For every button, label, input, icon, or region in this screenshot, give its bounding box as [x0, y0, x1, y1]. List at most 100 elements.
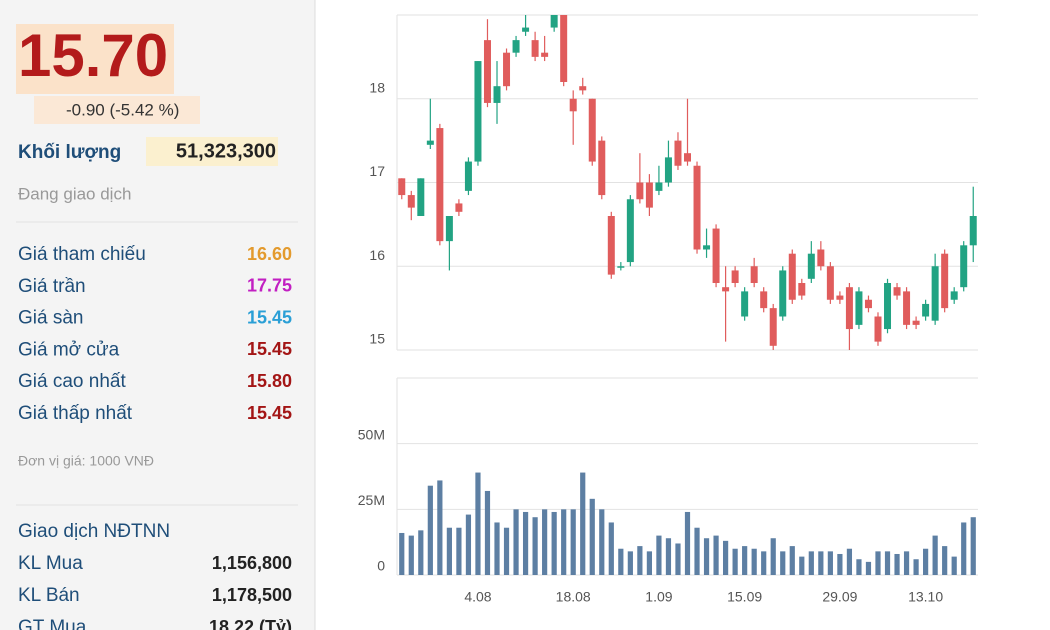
volume-bar [646, 551, 653, 575]
volume-bar [408, 535, 414, 575]
candle-body [579, 86, 587, 91]
volume-bar [703, 538, 710, 575]
candle-body [788, 253, 796, 300]
candle-body [969, 216, 977, 246]
candle-body [550, 15, 558, 28]
volume-bar [942, 546, 948, 575]
volume-bar [742, 546, 748, 575]
volume-bar [570, 509, 576, 575]
candle-body [703, 245, 711, 250]
unit-note: Đơn vị giá: 1000 VNĐ [18, 453, 154, 469]
candle-body [398, 178, 406, 196]
candle-body [826, 266, 834, 300]
volume-bar [751, 548, 757, 575]
volume-bar [961, 522, 967, 575]
y-tick-label: 17 [369, 163, 385, 179]
volume-bar [599, 509, 605, 575]
volume-bar [799, 556, 805, 575]
candle-body [531, 40, 539, 57]
volume-bar [475, 472, 481, 575]
volume-bar [970, 517, 976, 575]
volume-bar [761, 551, 767, 575]
candle-body [607, 216, 615, 275]
volume-bar [818, 551, 824, 575]
y-tick-label: 15 [369, 331, 385, 347]
volume-bar [789, 546, 795, 575]
candle-body [636, 182, 644, 200]
row-label: Giá tham chiếu [18, 244, 146, 265]
volume-label: Khối lượng [18, 142, 121, 163]
price: 15.70 [18, 22, 168, 89]
volume-bar [561, 509, 567, 575]
candle-body [912, 320, 920, 325]
volume-bar [456, 527, 462, 575]
volume-bar [884, 551, 891, 575]
x-tick-label: 13.10 [908, 589, 943, 605]
volume-bar [513, 509, 519, 575]
foreign-title: Giao dịch NĐTNN [18, 521, 170, 542]
foreign-label: KL Bán [18, 585, 80, 606]
candle-body [645, 182, 653, 208]
candle-body [769, 308, 777, 346]
row-label: Giá mở cửa [18, 339, 120, 360]
candle-body [960, 245, 968, 288]
foreign-label: GT Mua [18, 617, 87, 630]
volume-bar [951, 556, 957, 575]
candle-body [931, 266, 939, 321]
volume-highlight [146, 137, 278, 166]
foreign-value: 1,156,800 [212, 553, 292, 573]
volume-bar [437, 480, 443, 575]
volume-bar [618, 548, 624, 575]
volume-bar [856, 559, 862, 575]
price-highlight [16, 24, 174, 94]
row-value: 15.45 [247, 403, 292, 423]
y-tick-label: 50M [358, 426, 385, 442]
foreign-value: 1,178,500 [212, 585, 292, 605]
volume-bar [808, 551, 814, 575]
row-label: Giá cao nhất [18, 371, 126, 392]
volume-bar [827, 551, 833, 575]
candle-body [884, 283, 892, 330]
candle-body [512, 40, 520, 53]
candle-body [950, 291, 958, 300]
x-tick-label: 18.08 [556, 589, 591, 605]
volume-bar [627, 551, 633, 575]
volume-bar [637, 546, 643, 575]
volume-bar [770, 538, 776, 575]
volume-bar [846, 548, 853, 575]
candle-body [807, 253, 815, 279]
candle-body [750, 266, 758, 283]
volume-bar [399, 532, 405, 575]
x-tick-label: 15.09 [727, 589, 762, 605]
change-highlight [34, 96, 200, 124]
row-label: Giá sàn [18, 308, 83, 329]
candle-body [903, 291, 911, 325]
candle-body [417, 178, 425, 216]
price-change: -0.90 (-5.42 %) [66, 100, 179, 119]
candle-body [693, 165, 701, 250]
volume-bar [522, 511, 529, 575]
candle-body [436, 128, 444, 242]
volume-bar [484, 490, 491, 575]
candle-body [741, 291, 749, 317]
y-tick-label: 16 [369, 247, 385, 263]
volume-bar [684, 511, 691, 575]
candle-body [817, 249, 825, 267]
volume-bar [932, 535, 938, 575]
candle-body [588, 98, 596, 162]
volume-bar [894, 553, 900, 575]
candle-body [855, 291, 863, 325]
candle-body [560, 15, 568, 82]
volume-bar [913, 559, 919, 575]
candle-body [503, 52, 511, 87]
candle-body [522, 27, 530, 32]
volume-bar [694, 527, 700, 575]
candle-body [731, 270, 739, 283]
volume-bar [837, 553, 843, 575]
candle-body [779, 270, 787, 317]
volume: 51,323,300 [176, 140, 276, 162]
y-tick-label: 0 [377, 558, 385, 574]
row-value: 16.60 [247, 244, 292, 264]
row-label: Giá trần [18, 276, 86, 297]
candle-body [664, 157, 672, 183]
